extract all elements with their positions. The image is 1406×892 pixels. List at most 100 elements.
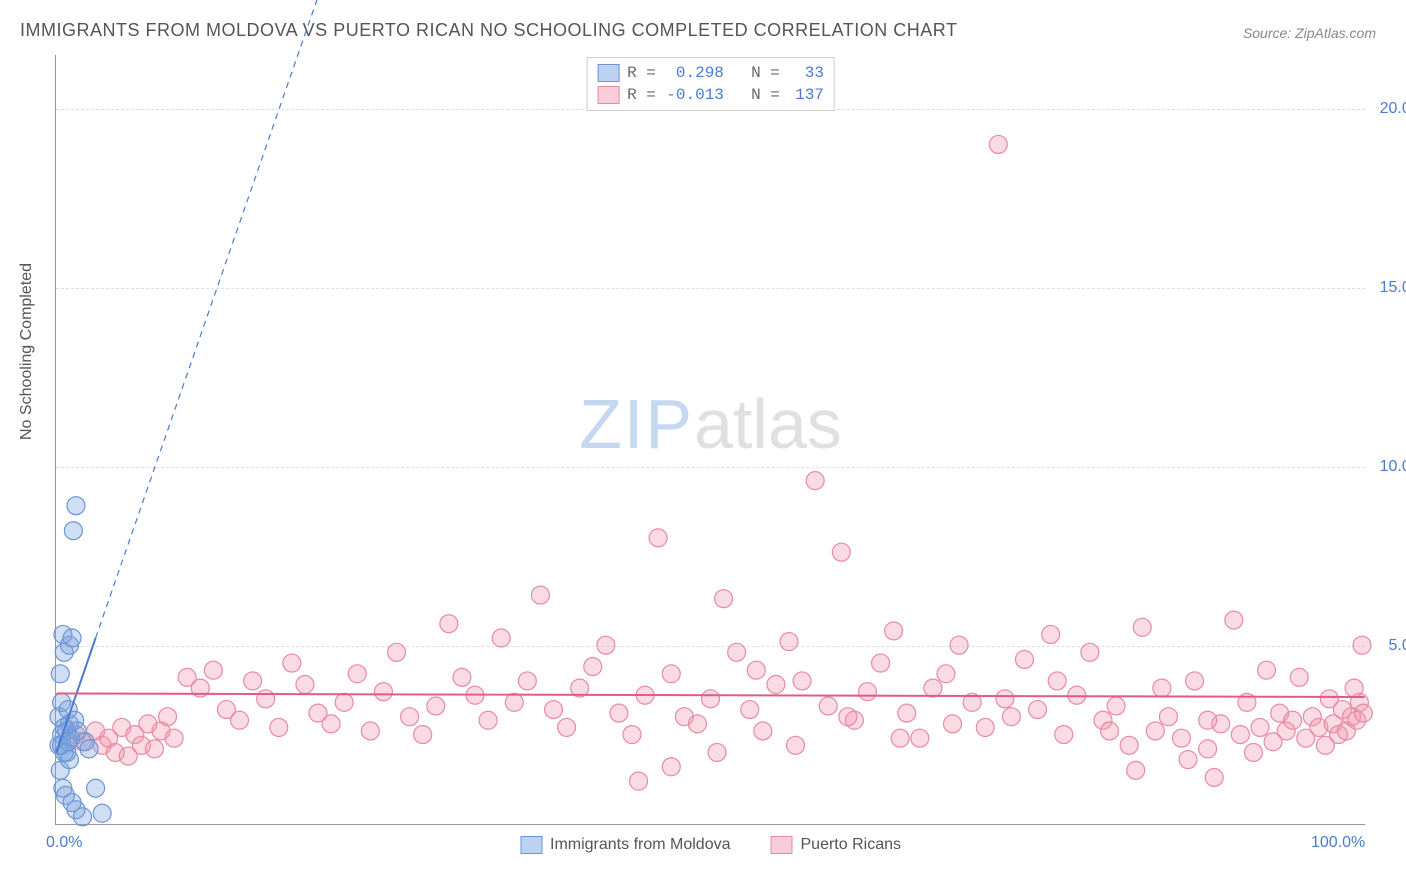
scatter-point-puerto_ricans [1205, 769, 1223, 787]
scatter-point-puerto_ricans [145, 740, 163, 758]
scatter-point-moldova [64, 522, 82, 540]
legend-swatch-moldova [520, 836, 542, 854]
scatter-point-puerto_ricans [944, 715, 962, 733]
scatter-plot [56, 55, 1365, 824]
legend-n-label: N = [732, 86, 780, 104]
legend-swatch-moldova [597, 64, 619, 82]
scatter-point-puerto_ricans [558, 718, 576, 736]
scatter-point-puerto_ricans [1016, 650, 1034, 668]
scatter-point-puerto_ricans [361, 722, 379, 740]
source-text: Source: ZipAtlas.com [1243, 25, 1376, 41]
scatter-point-puerto_ricans [1199, 711, 1217, 729]
correlation-legend: R = 0.298 N = 33 R = -0.013 N = 137 [586, 57, 835, 111]
scatter-point-puerto_ricans [440, 615, 458, 633]
scatter-point-puerto_ricans [1002, 708, 1020, 726]
scatter-point-puerto_ricans [793, 672, 811, 690]
x-tick-label: 0.0% [46, 834, 82, 852]
scatter-point-puerto_ricans [1179, 751, 1197, 769]
scatter-point-puerto_ricans [1120, 736, 1138, 754]
legend-r-value-moldova: 0.298 [664, 64, 724, 82]
scatter-point-puerto_ricans [1199, 740, 1217, 758]
scatter-point-puerto_ricans [885, 622, 903, 640]
scatter-point-puerto_ricans [1107, 697, 1125, 715]
scatter-point-puerto_ricans [872, 654, 890, 672]
scatter-point-puerto_ricans [204, 661, 222, 679]
chart-area: ZIPatlas R = 0.298 N = 33 R = -0.013 N =… [55, 55, 1365, 825]
scatter-point-puerto_ricans [989, 135, 1007, 153]
scatter-point-puerto_ricans [165, 729, 183, 747]
scatter-point-moldova [74, 808, 92, 826]
scatter-point-puerto_ricans [787, 736, 805, 754]
series-legend: Immigrants from Moldova Puerto Ricans [520, 836, 901, 854]
scatter-point-puerto_ricans [630, 772, 648, 790]
y-tick-label: 10.0% [1380, 458, 1406, 476]
scatter-point-puerto_ricans [767, 676, 785, 694]
scatter-point-puerto_ricans [1127, 761, 1145, 779]
scatter-point-puerto_ricans [1353, 636, 1371, 654]
scatter-point-puerto_ricans [1258, 661, 1276, 679]
legend-row-moldova: R = 0.298 N = 33 [597, 62, 824, 84]
x-tick-label: 100.0% [1311, 834, 1365, 852]
y-tick-label: 5.0% [1389, 637, 1406, 655]
scatter-point-puerto_ricans [819, 697, 837, 715]
scatter-point-puerto_ricans [859, 683, 877, 701]
scatter-point-puerto_ricans [1244, 743, 1262, 761]
scatter-point-puerto_ricans [427, 697, 445, 715]
scatter-point-puerto_ricans [374, 683, 392, 701]
scatter-point-puerto_ricans [1042, 625, 1060, 643]
legend-n-value-pr: 137 [788, 86, 824, 104]
legend-swatch-pr [597, 86, 619, 104]
legend-swatch-pr [771, 836, 793, 854]
scatter-point-puerto_ricans [231, 711, 249, 729]
y-axis-label: No Schooling Completed [18, 263, 36, 440]
scatter-point-puerto_ricans [1029, 701, 1047, 719]
trend-line-dash-moldova [96, 0, 528, 638]
scatter-point-moldova [68, 722, 86, 740]
legend-row-pr: R = -0.013 N = 137 [597, 84, 824, 106]
scatter-point-puerto_ricans [662, 758, 680, 776]
scatter-point-puerto_ricans [688, 715, 706, 733]
scatter-point-moldova [87, 779, 105, 797]
scatter-point-moldova [80, 740, 98, 758]
scatter-point-puerto_ricans [584, 658, 602, 676]
scatter-point-puerto_ricans [296, 676, 314, 694]
scatter-point-puerto_ricans [1354, 704, 1372, 722]
scatter-point-puerto_ricans [715, 590, 733, 608]
scatter-point-puerto_ricans [453, 668, 471, 686]
scatter-point-puerto_ricans [891, 729, 909, 747]
scatter-point-puerto_ricans [492, 629, 510, 647]
scatter-point-puerto_ricans [401, 708, 419, 726]
scatter-point-puerto_ricans [244, 672, 262, 690]
scatter-point-moldova [51, 665, 69, 683]
legend-label-pr: Puerto Ricans [801, 836, 902, 854]
scatter-point-puerto_ricans [531, 586, 549, 604]
scatter-point-puerto_ricans [348, 665, 366, 683]
legend-n-label: N = [732, 64, 780, 82]
scatter-point-puerto_ricans [518, 672, 536, 690]
scatter-point-puerto_ricans [610, 704, 628, 722]
legend-label-moldova: Immigrants from Moldova [550, 836, 731, 854]
scatter-point-puerto_ricans [839, 708, 857, 726]
scatter-point-moldova [93, 804, 111, 822]
scatter-point-puerto_ricans [597, 636, 615, 654]
scatter-point-puerto_ricans [976, 718, 994, 736]
scatter-point-puerto_ricans [388, 643, 406, 661]
scatter-point-puerto_ricans [911, 729, 929, 747]
y-tick-label: 15.0% [1380, 279, 1406, 297]
scatter-point-puerto_ricans [1055, 726, 1073, 744]
legend-r-label: R = [627, 86, 656, 104]
scatter-point-puerto_ricans [1133, 618, 1151, 636]
scatter-point-puerto_ricans [545, 701, 563, 719]
scatter-point-puerto_ricans [662, 665, 680, 683]
scatter-point-puerto_ricans [335, 693, 353, 711]
scatter-point-puerto_ricans [754, 722, 772, 740]
scatter-point-puerto_ricans [806, 472, 824, 490]
scatter-point-puerto_ricans [270, 718, 288, 736]
scatter-point-puerto_ricans [747, 661, 765, 679]
scatter-point-puerto_ricans [1159, 708, 1177, 726]
scatter-point-puerto_ricans [1048, 672, 1066, 690]
scatter-point-puerto_ricans [832, 543, 850, 561]
scatter-point-puerto_ricans [1172, 729, 1190, 747]
scatter-point-puerto_ricans [898, 704, 916, 722]
scatter-point-puerto_ricans [741, 701, 759, 719]
